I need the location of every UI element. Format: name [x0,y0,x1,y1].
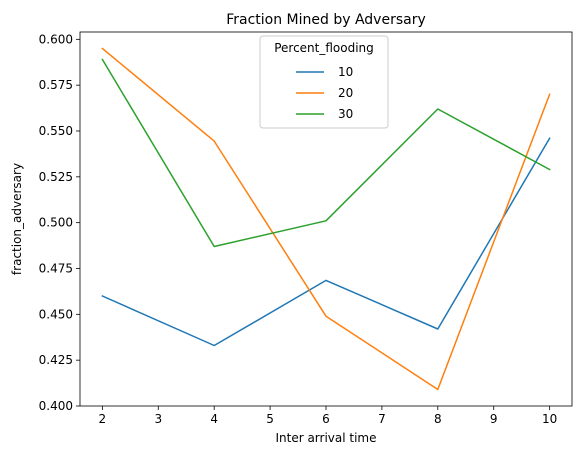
x-tick-label: 7 [378,412,386,426]
y-tick-label: 0.450 [39,307,73,321]
x-tick-label: 4 [210,412,218,426]
legend-box [259,35,389,129]
series-line-10 [101,137,551,347]
y-tick-label: 0.500 [39,216,73,230]
y-tick-label: 0.400 [39,399,73,413]
x-tick-label: 10 [542,412,557,426]
x-tick-label: 8 [434,412,442,426]
y-axis-ticks: 0.400 0.425 0.450 0.475 0.500 0.525 0.550 0.575… [39,32,80,413]
y-tick-label: 0.475 [39,262,73,276]
series-line-30 [101,58,551,248]
y-tick-label: 0.525 [39,170,73,184]
legend: Percent_flooding 10 20 30 [259,35,389,129]
chart-title: Fraction Mined by Adversary [226,12,426,28]
x-tick-label: 6 [322,412,330,426]
series-line-20 [101,47,551,391]
legend-label: 30 [338,107,353,121]
legend-label: 20 [338,86,353,100]
legend-label: 10 [338,65,353,79]
legend-title: Percent_flooding [274,41,374,55]
x-axis-label: Inter arrival time [275,431,376,445]
y-tick-label: 0.550 [39,124,73,138]
series-lines [101,47,551,391]
y-axis-label: fraction_adversary [10,163,24,275]
y-tick-label: 0.425 [39,353,73,367]
y-tick-label: 0.575 [39,78,73,92]
x-tick-label: 3 [154,412,162,426]
x-tick-label: 9 [490,412,498,426]
y-tick-label: 0.600 [39,32,73,46]
x-tick-label: 2 [99,412,107,426]
x-tick-label: 5 [266,412,274,426]
x-axis-ticks: 2 3 4 5 6 7 8 9 10 [99,406,557,426]
